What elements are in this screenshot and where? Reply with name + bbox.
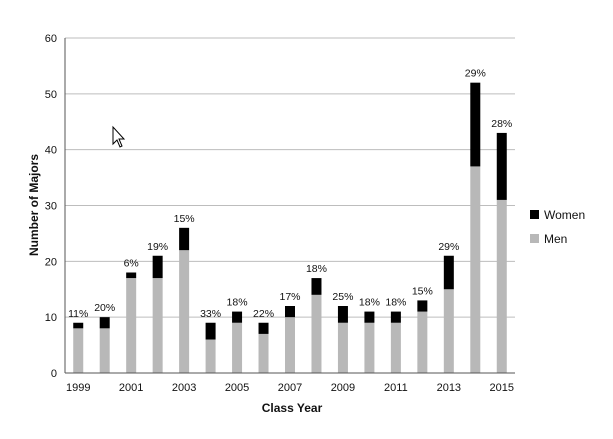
x-tick-label: 2013	[437, 382, 461, 394]
x-tick-label: 1999	[66, 382, 90, 394]
bar-women	[417, 300, 428, 312]
percent-label: 18%	[359, 297, 380, 309]
bar-men	[364, 322, 375, 373]
y-tick-labels: 0 10 20 30 40 50 60	[45, 33, 57, 380]
bar-men	[417, 311, 428, 373]
bar-men	[152, 278, 163, 373]
y-tick-label: 20	[45, 256, 57, 268]
bar-women	[126, 272, 137, 279]
bar-women	[152, 255, 163, 279]
x-tick-label: 2015	[490, 382, 514, 394]
legend-label-men: Men	[544, 232, 567, 246]
bar-men	[470, 166, 481, 373]
percent-label: 18%	[306, 263, 327, 275]
y-tick-label: 0	[51, 368, 57, 380]
percent-label: 17%	[279, 291, 300, 303]
gridlines	[65, 37, 515, 318]
bar-men	[232, 322, 243, 373]
percent-labels: 11% 20% 6% 19% 15% 33% 18% 22% 17% 18% 25% 18% 18% 15…	[68, 68, 512, 320]
bar-women	[311, 278, 322, 295]
percent-label: 18%	[385, 297, 406, 309]
percent-label: 33%	[200, 308, 221, 320]
y-tick-label: 60	[45, 33, 57, 45]
x-tick-label: 2001	[119, 382, 143, 394]
bar-women	[496, 132, 507, 200]
percent-label: 20%	[94, 302, 115, 314]
bars	[73, 82, 507, 373]
y-tick-label: 40	[45, 145, 57, 157]
y-tick-label: 30	[45, 201, 57, 213]
bar-men	[311, 294, 322, 373]
x-tick-label: 2007	[278, 382, 302, 394]
legend-swatch-men	[530, 234, 539, 243]
bar-men	[99, 328, 110, 373]
percent-label: 22%	[253, 308, 274, 320]
x-tick-label: 2003	[172, 382, 196, 394]
bar-women	[390, 311, 401, 323]
percent-label: 29%	[438, 241, 459, 253]
bar-women	[258, 322, 269, 334]
y-tick-label: 50	[45, 89, 57, 101]
legend-swatch-women	[530, 210, 539, 219]
y-tick-label: 10	[45, 312, 57, 324]
bar-women	[337, 306, 348, 323]
bar-men	[126, 278, 137, 373]
percent-label: 6%	[124, 258, 139, 270]
x-tick-label: 2005	[225, 382, 249, 394]
percent-label: 18%	[227, 297, 248, 309]
legend: Women Men	[530, 208, 585, 246]
x-tick-labels: 1999 2001 2003 2005 2007 2009 2011 2013 2015	[66, 382, 514, 394]
bar-men	[496, 199, 507, 373]
percent-label: 28%	[491, 118, 512, 130]
legend-label-women: Women	[544, 208, 585, 222]
bar-women	[232, 311, 243, 323]
bar-women	[179, 227, 190, 251]
bar-men	[179, 250, 190, 373]
bar-men	[443, 289, 454, 373]
y-axis-title: Number of Majors	[27, 154, 41, 256]
bar-women	[443, 255, 454, 290]
bar-women	[205, 322, 216, 340]
bar-women	[99, 317, 110, 329]
bar-men	[73, 328, 84, 373]
percent-label: 19%	[147, 241, 168, 253]
bar-women	[73, 322, 84, 329]
x-tick-label: 2009	[331, 382, 355, 394]
bar-men	[390, 322, 401, 373]
bar-women	[470, 82, 481, 167]
mouse-cursor-icon	[112, 125, 126, 148]
bar-men	[205, 339, 216, 373]
x-tick-label: 2011	[384, 382, 408, 394]
percent-label: 25%	[332, 291, 353, 303]
bar-women	[364, 311, 375, 323]
bar-men	[258, 333, 269, 373]
percent-label: 29%	[465, 68, 486, 80]
bar-men	[285, 317, 295, 373]
percent-label: 15%	[174, 213, 195, 225]
x-axis-title: Class Year	[262, 401, 323, 415]
bar-women	[285, 306, 295, 318]
bar-men	[337, 322, 348, 373]
percent-label: 15%	[412, 285, 433, 297]
percent-label: 11%	[68, 308, 88, 320]
